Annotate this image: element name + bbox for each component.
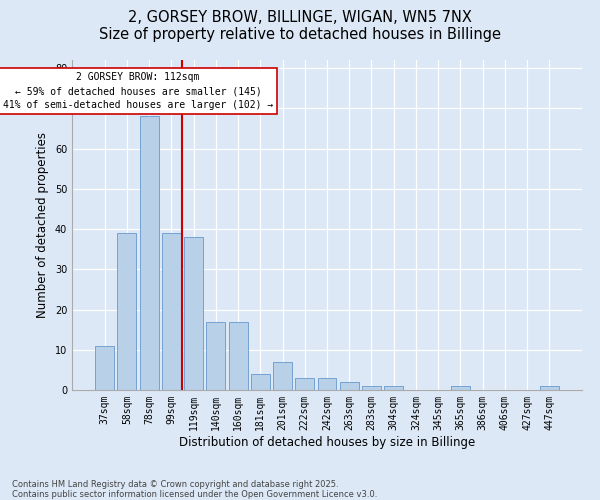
Bar [118,233,136,390]
Bar [206,322,225,390]
Bar [451,386,470,390]
Text: Contains HM Land Registry data © Crown copyright and database right 2025.
Contai: Contains HM Land Registry data © Crown c… [12,480,377,499]
Bar [251,374,270,390]
Text: 2, GORSEY BROW, BILLINGE, WIGAN, WN5 7NX
Size of property relative to detached h: 2, GORSEY BROW, BILLINGE, WIGAN, WN5 7NX… [99,10,501,42]
X-axis label: Distribution of detached houses by size in Billinge: Distribution of detached houses by size … [179,436,475,448]
Bar [229,322,248,390]
Y-axis label: Number of detached properties: Number of detached properties [36,132,49,318]
Bar [184,237,203,390]
Bar [295,378,314,390]
Bar [95,346,114,390]
Bar [362,386,381,390]
Bar [384,386,403,390]
Bar [273,362,292,390]
Text: 2 GORSEY BROW: 112sqm
← 59% of detached houses are smaller (145)
41% of semi-det: 2 GORSEY BROW: 112sqm ← 59% of detached … [3,72,273,110]
Bar [140,116,158,390]
Bar [540,386,559,390]
Bar [317,378,337,390]
Bar [162,233,181,390]
Bar [340,382,359,390]
